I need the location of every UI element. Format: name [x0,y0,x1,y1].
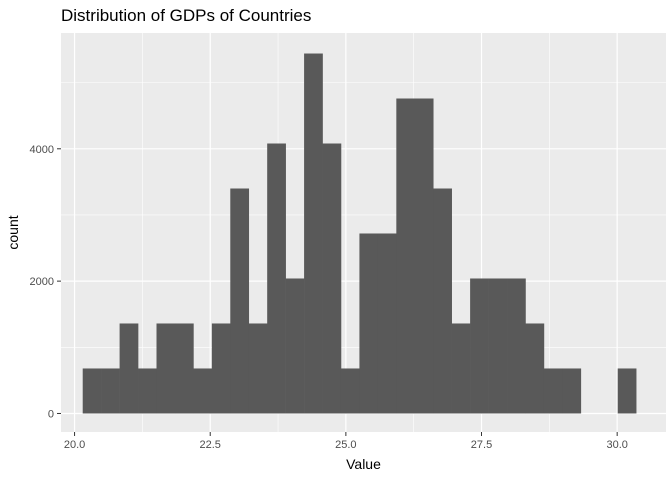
histogram-bar [174,323,194,414]
x-tick-label: 30.0 [606,439,627,451]
histogram-bar [414,98,434,414]
histogram-bar [433,188,452,414]
histogram-bar [304,53,323,414]
histogram-bar [285,278,305,414]
histogram-bar [322,143,342,414]
histogram-bar [138,368,157,414]
y-tick-label: 2000 [30,276,54,288]
y-tick-label: 0 [48,408,54,420]
histogram-bar [470,278,489,414]
y-axis: 0 2000 4000 [30,144,61,420]
histogram-bar [562,368,582,414]
histogram-bar [488,278,508,414]
histogram-bar [248,323,268,414]
histogram-bar [119,323,139,414]
x-tick-label: 27.5 [471,439,492,451]
histogram-bar [267,143,286,414]
histogram-bar [230,188,250,414]
y-tick-label: 4000 [30,144,54,156]
histogram-bar [396,98,416,414]
histogram-bars [82,53,637,414]
histogram-bar [507,278,526,414]
x-tick-label: 25.0 [335,439,356,451]
histogram-bar [340,368,360,414]
x-tick-label: 20.0 [64,439,85,451]
x-axis: 20.0 22.5 25.0 27.5 30.0 [64,432,628,451]
histogram-bar [156,323,176,414]
x-axis-title: Value [346,456,381,472]
x-tick-label: 22.5 [200,439,221,451]
histogram-bar [211,323,231,414]
histogram-bar [617,368,637,414]
histogram-bar [359,233,379,414]
histogram-bar [451,323,471,414]
y-axis-title: count [5,215,21,249]
histogram-bar [543,368,563,414]
chart-title: Distribution of GDPs of Countries [61,6,311,25]
histogram-bar [82,368,102,414]
histogram-bar [101,368,120,414]
histogram-bar [525,323,545,414]
histogram-bar [377,233,397,414]
histogram-bar [193,368,213,414]
